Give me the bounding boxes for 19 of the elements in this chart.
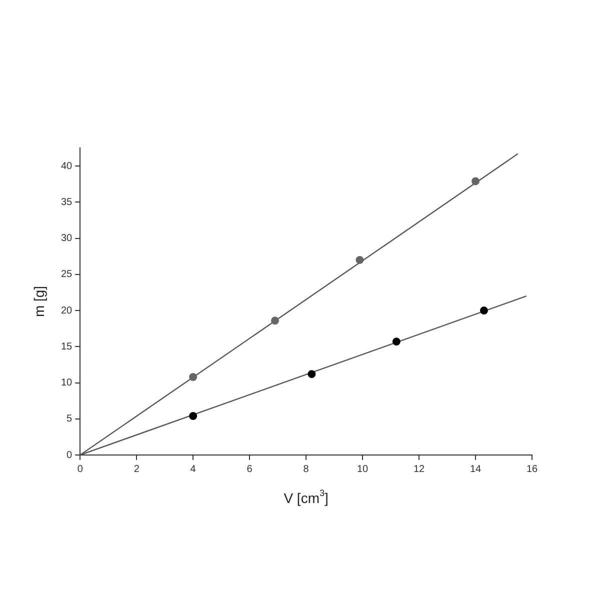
y-tick-label: 25 <box>61 269 73 280</box>
y-axis-title: m [g] <box>30 286 47 318</box>
y-tick-label: 30 <box>61 233 73 244</box>
x-tick-label: 14 <box>470 464 482 475</box>
x-tick-label: 8 <box>303 464 310 475</box>
x-tick-label: 6 <box>246 464 253 475</box>
x-tick-label: 0 <box>77 464 84 475</box>
x-tick-label: 16 <box>526 464 538 475</box>
y-tick-label: 15 <box>61 341 73 352</box>
y-tick-label: 40 <box>61 160 73 172</box>
x-tick-label: 10 <box>356 464 369 475</box>
y-tick-label: 5 <box>66 414 73 425</box>
y-tick-label: 35 <box>61 196 73 208</box>
x-tick-label: 2 <box>134 464 140 475</box>
y-tick-label: 0 <box>66 450 73 461</box>
x-tick-label: 4 <box>190 464 196 475</box>
x-tick-label: 12 <box>413 464 426 475</box>
y-tick-label: 10 <box>61 378 73 389</box>
y-tick-label: 20 <box>61 305 73 316</box>
